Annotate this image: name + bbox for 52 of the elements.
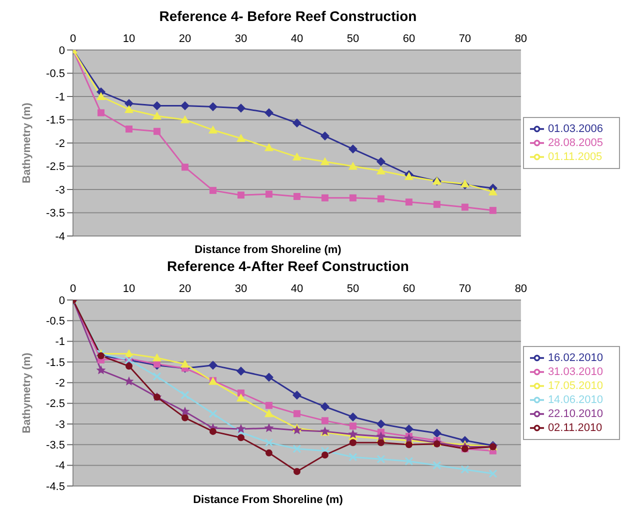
y-tick-label: -4.5 — [46, 480, 65, 493]
y-tick-label: -3 — [55, 418, 65, 431]
y-tick-label: -1.5 — [46, 114, 65, 127]
x-tick-label: 80 — [514, 33, 528, 45]
x-tick-label: 60 — [402, 283, 416, 295]
y-tick-label: -2.5 — [46, 398, 65, 410]
y-tick-label: -2 — [55, 378, 65, 390]
x-tick-label: 10 — [122, 283, 136, 295]
x-tick-label: 40 — [290, 33, 304, 45]
x-tick-label: 80 — [514, 283, 528, 295]
y-tick-label: -1.5 — [46, 356, 65, 369]
legend-label: 28.08.2005 — [548, 136, 603, 149]
y-tick-label: -2 — [55, 138, 65, 150]
x-tick-label: 20 — [178, 283, 192, 295]
x-tick-label: 30 — [234, 33, 248, 45]
x-axis-title: Distance From Shoreline (m) — [192, 494, 344, 506]
x-tick-label: 40 — [290, 283, 304, 295]
legend-label: 01.11.2005 — [548, 150, 602, 163]
x-tick-label: 50 — [346, 283, 360, 295]
y-tick-label: -3 — [55, 184, 65, 196]
x-tick-label: 0 — [70, 33, 76, 45]
y-tick-label: -1 — [55, 91, 65, 104]
legend-label: 17.05.2010 — [548, 380, 603, 392]
y-tick-label: -4 — [55, 230, 65, 243]
x-tick-label: 70 — [458, 283, 472, 295]
legend-label: 14.06.2010 — [548, 394, 603, 406]
y-tick-label: -3.5 — [46, 208, 65, 220]
y-axis-title: Bathymetry (m) — [20, 102, 33, 184]
y-tick-label: -4 — [55, 460, 65, 472]
chart-title: Reference 4- Before Reef Construction — [158, 8, 418, 26]
x-tick-label: 50 — [346, 33, 360, 45]
x-axis-title: Distance from Shoreline (m) — [194, 244, 342, 256]
y-tick-label: -1 — [55, 336, 65, 348]
x-tick-label: 0 — [70, 283, 76, 295]
y-tick-label: -0.5 — [46, 68, 65, 80]
y-tick-label: 0 — [58, 44, 65, 57]
y-tick-label: -3.5 — [46, 440, 65, 452]
y-tick-label: -2.5 — [46, 161, 65, 174]
x-tick-label: 70 — [458, 33, 472, 45]
legend-label: 31.03.2010 — [548, 366, 603, 378]
legend-label: 02.11.2010 — [548, 422, 602, 434]
x-tick-label: 20 — [178, 33, 192, 45]
legend-label: 01.03.2006 — [548, 122, 603, 135]
x-tick-label: 60 — [402, 33, 416, 45]
x-tick-label: 10 — [122, 33, 136, 45]
legend-label: 22.10.2010 — [548, 408, 603, 420]
y-axis-title: Bathymetry (m) — [20, 352, 33, 434]
legend-label: 16.02.2010 — [548, 352, 603, 364]
x-tick-label: 30 — [234, 283, 248, 295]
y-tick-label: 0 — [58, 294, 65, 307]
y-tick-label: -0.5 — [46, 316, 65, 328]
chart-title: Reference 4-After Reef Construction — [166, 258, 410, 276]
